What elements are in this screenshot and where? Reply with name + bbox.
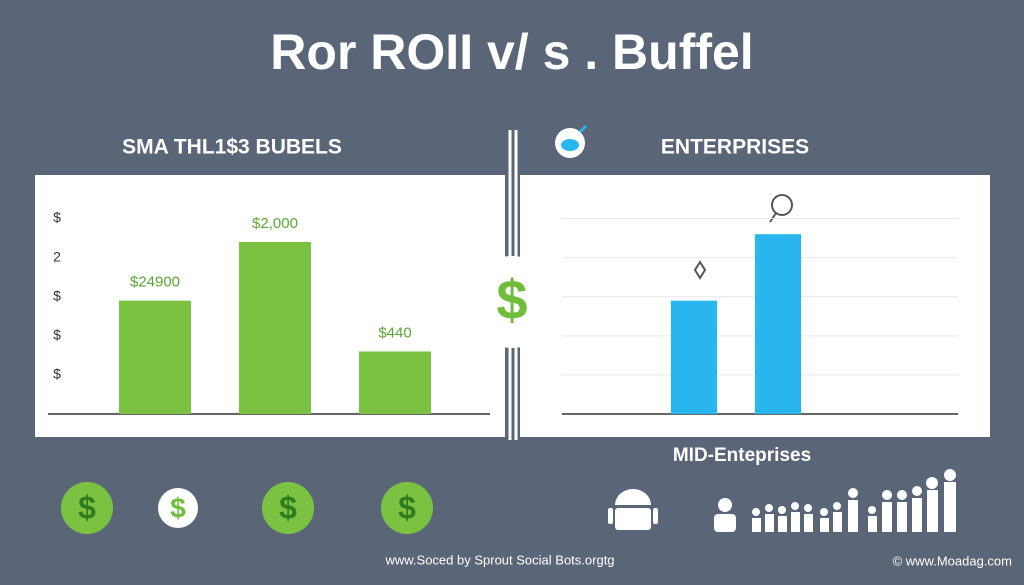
annotation: $440: [378, 324, 411, 341]
robot-icon: [608, 489, 658, 530]
bar: [239, 242, 311, 414]
coin-icon: $: [78, 489, 96, 525]
left-chart-title: SMA THL1$3 BUBELS: [122, 136, 342, 159]
coin-icon: $: [398, 489, 416, 525]
social-icon: [555, 124, 588, 158]
bar: [359, 351, 431, 414]
bar: [119, 300, 191, 414]
annotation: $2,000: [252, 215, 298, 232]
bar: [670, 300, 718, 414]
footer-right: © www.Moadag.com: [893, 553, 1012, 568]
y-tick-label: $: [53, 209, 61, 225]
coin: [381, 482, 433, 534]
coin: [158, 488, 198, 528]
right-chart-title: ENTERPRISES: [661, 136, 809, 159]
diamond-icon: [693, 260, 707, 280]
y-tick-label: $: [53, 366, 61, 382]
y-tick-label: $: [53, 327, 61, 343]
coin: [262, 482, 314, 534]
coin-icon: $: [170, 492, 186, 523]
center-icon: $: [496, 268, 527, 331]
page-title: Ror ROII v/ s . Buffel: [270, 24, 753, 80]
coin-icon: $: [279, 489, 297, 525]
bar: [754, 234, 802, 414]
x-axis-label: MID-Enteprises: [673, 445, 811, 466]
coin: [61, 482, 113, 534]
footer-left: www.Soced by Sprout Social Bots.orgtg: [384, 552, 614, 567]
pin-icon: [769, 194, 793, 223]
people-icons: [714, 469, 956, 532]
y-tick-label: 2: [53, 248, 61, 264]
annotation: $24900: [130, 274, 180, 291]
y-tick-label: $: [53, 287, 61, 303]
center-coin: [466, 256, 558, 348]
